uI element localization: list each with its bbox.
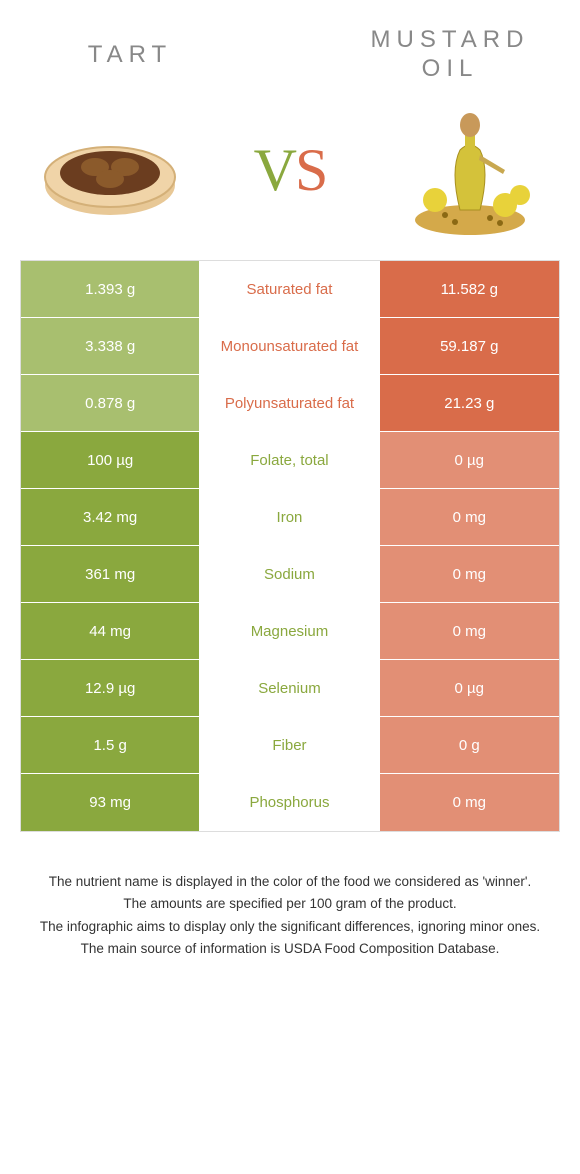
left-value: 3.42 mg: [21, 489, 200, 545]
table-row: 100 µgFolate, total0 µg: [21, 432, 559, 489]
table-row: 361 mgSodium0 mg: [21, 546, 559, 603]
nutrient-label: Selenium: [200, 660, 379, 716]
tart-image: [30, 100, 190, 240]
nutrient-label: Magnesium: [200, 603, 379, 659]
table-row: 1.5 gFiber0 g: [21, 717, 559, 774]
table-row: 3.338 gMonounsaturated fat59.187 g: [21, 318, 559, 375]
right-value: 0 mg: [380, 603, 559, 659]
right-value: 0 mg: [380, 774, 559, 831]
nutrient-label: Polyunsaturated fat: [200, 375, 379, 431]
left-value: 12.9 µg: [21, 660, 200, 716]
left-value: 93 mg: [21, 774, 200, 831]
right-food-title: MUSTARD OIL: [350, 26, 550, 84]
left-value: 361 mg: [21, 546, 200, 602]
left-food-title: TART: [30, 41, 230, 69]
footer-line: The main source of information is USDA F…: [30, 939, 550, 959]
right-value: 0 µg: [380, 432, 559, 488]
nutrient-label: Iron: [200, 489, 379, 545]
right-value: 0 mg: [380, 489, 559, 545]
left-value: 3.338 g: [21, 318, 200, 374]
table-row: 3.42 mgIron0 mg: [21, 489, 559, 546]
nutrient-label: Phosphorus: [200, 774, 379, 831]
table-row: 93 mgPhosphorus0 mg: [21, 774, 559, 831]
header: TART MUSTARD OIL: [0, 0, 580, 90]
table-row: 1.393 gSaturated fat11.582 g: [21, 261, 559, 318]
footer-line: The amounts are specified per 100 gram o…: [30, 894, 550, 914]
footer-line: The infographic aims to display only the…: [30, 917, 550, 937]
left-value: 1.393 g: [21, 261, 200, 317]
left-value: 44 mg: [21, 603, 200, 659]
nutrient-label: Saturated fat: [200, 261, 379, 317]
footer-notes: The nutrient name is displayed in the co…: [0, 832, 580, 959]
nutrient-label: Monounsaturated fat: [200, 318, 379, 374]
mustard-oil-image: [390, 100, 550, 240]
right-value: 0 mg: [380, 546, 559, 602]
images-row: VS: [0, 90, 580, 260]
comparison-table: 1.393 gSaturated fat11.582 g3.338 gMonou…: [20, 260, 560, 832]
vs-s-letter: S: [295, 137, 326, 203]
nutrient-label: Fiber: [200, 717, 379, 773]
right-value: 0 µg: [380, 660, 559, 716]
left-value: 1.5 g: [21, 717, 200, 773]
footer-line: The nutrient name is displayed in the co…: [30, 872, 550, 892]
table-row: 44 mgMagnesium0 mg: [21, 603, 559, 660]
nutrient-label: Folate, total: [200, 432, 379, 488]
vs-v-letter: V: [254, 137, 295, 203]
right-value: 0 g: [380, 717, 559, 773]
vs-label: VS: [254, 136, 327, 205]
left-value: 100 µg: [21, 432, 200, 488]
right-value: 59.187 g: [380, 318, 559, 374]
table-row: 0.878 gPolyunsaturated fat21.23 g: [21, 375, 559, 432]
table-row: 12.9 µgSelenium0 µg: [21, 660, 559, 717]
right-value: 21.23 g: [380, 375, 559, 431]
left-value: 0.878 g: [21, 375, 200, 431]
right-value: 11.582 g: [380, 261, 559, 317]
nutrient-label: Sodium: [200, 546, 379, 602]
